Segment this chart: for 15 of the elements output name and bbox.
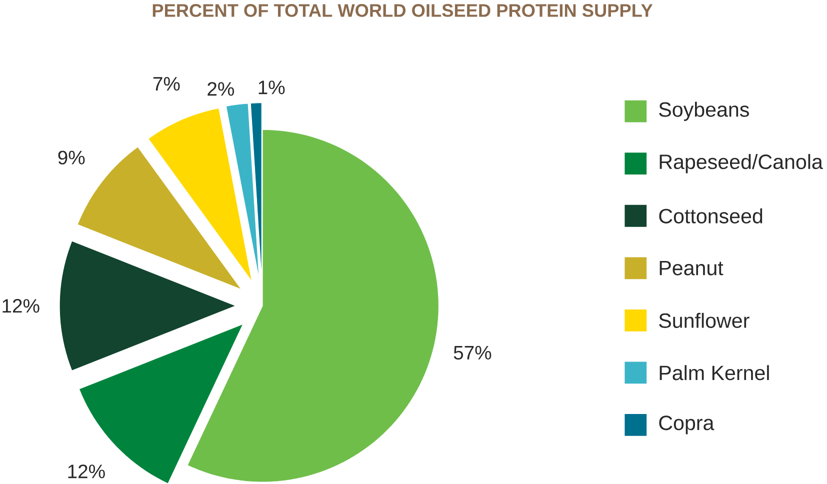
data-label: 7% bbox=[153, 77, 180, 91]
data-label: 12% bbox=[68, 464, 105, 478]
legend-label: Palm Kernel bbox=[660, 365, 769, 380]
chart-title: PERCENT OF TOTAL WORLD OILSEED PROTEIN SUPPLY bbox=[152, 4, 653, 17]
data-label: 9% bbox=[58, 150, 85, 164]
data-label: 57% bbox=[454, 346, 492, 360]
legend-label: Copra bbox=[659, 416, 714, 434]
data-label: 2% bbox=[208, 82, 234, 96]
legend-label: Cottonseed bbox=[659, 208, 762, 224]
legend-label: Peanut bbox=[660, 261, 724, 276]
legend-label: Sunflower bbox=[659, 312, 750, 328]
data-label: 1% bbox=[258, 80, 285, 94]
legend-label: Soybeans bbox=[659, 102, 749, 121]
legend-label: Rapeseed/Canola bbox=[660, 154, 823, 174]
data-label: 12% bbox=[2, 299, 40, 313]
